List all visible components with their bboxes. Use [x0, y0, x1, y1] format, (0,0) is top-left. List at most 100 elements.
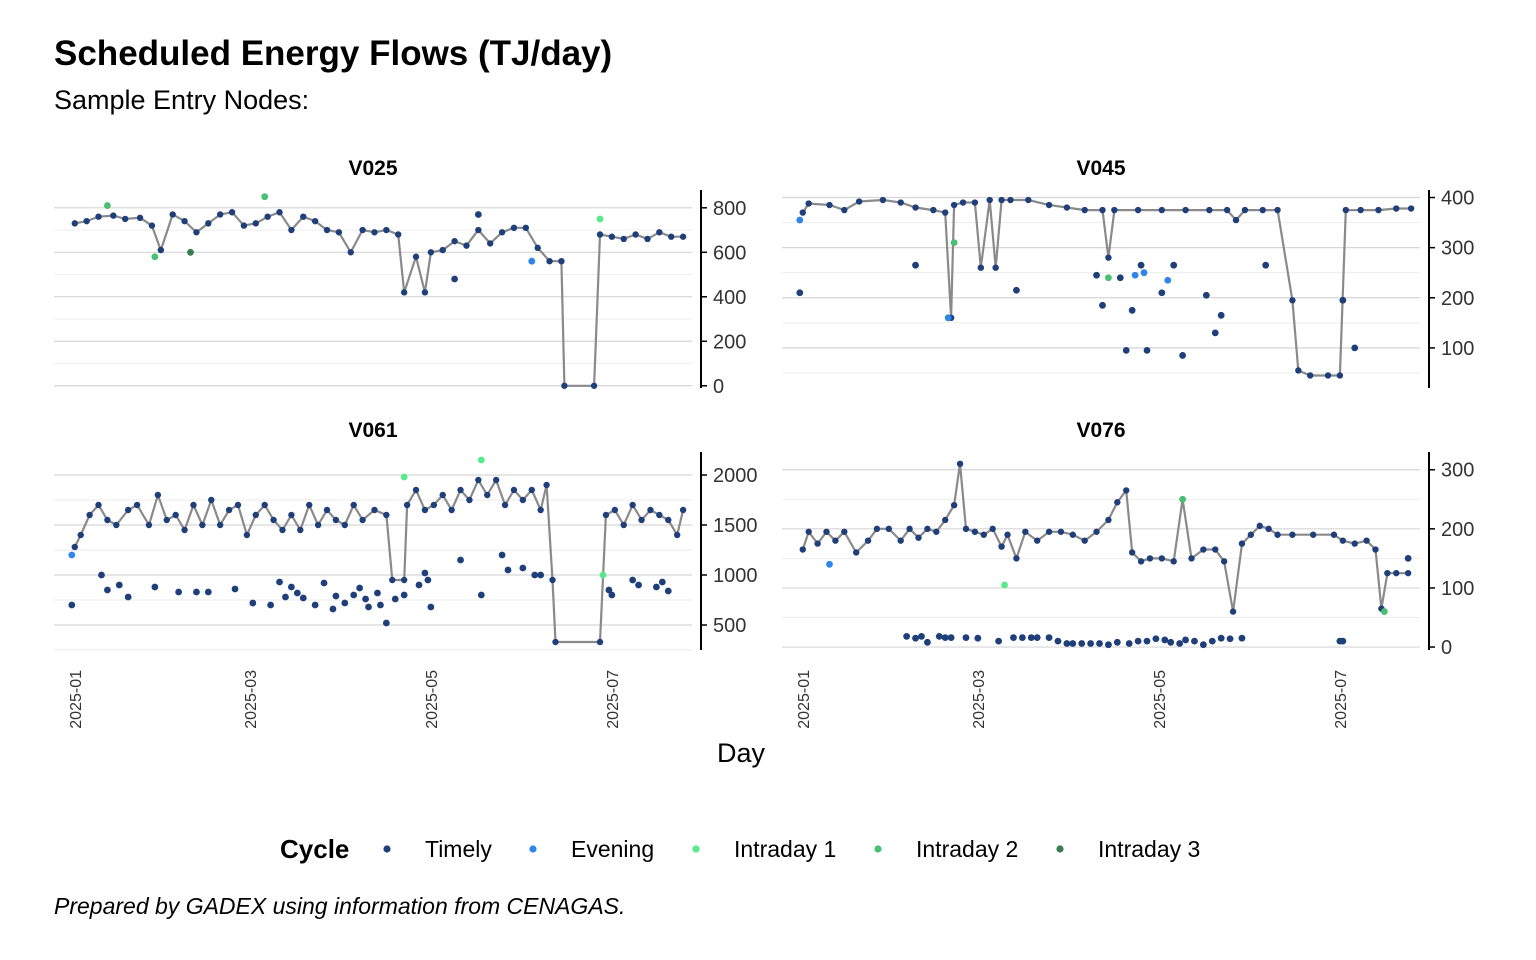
- x-tick-label: 2025-01: [68, 670, 85, 729]
- data-point: [377, 601, 384, 609]
- data-point: [400, 473, 408, 481]
- data-point: [466, 496, 473, 504]
- data-point: [1137, 261, 1145, 269]
- y-tick-label: 200: [1441, 288, 1474, 310]
- data-point: [501, 501, 509, 509]
- y-tick-label: 400: [713, 287, 746, 309]
- data-point: [947, 634, 955, 641]
- data-point: [267, 601, 275, 609]
- data-point: [477, 456, 485, 464]
- data-point: [86, 511, 93, 519]
- data-point: [463, 242, 470, 249]
- data-point: [415, 581, 423, 589]
- data-point: [629, 501, 636, 509]
- data-point: [537, 506, 544, 514]
- data-point: [1131, 271, 1139, 279]
- data-point: [287, 583, 295, 591]
- data-point: [1096, 640, 1103, 647]
- data-point: [885, 525, 893, 533]
- data-point: [190, 501, 197, 509]
- data-point: [329, 605, 337, 613]
- data-point: [1226, 635, 1234, 643]
- data-point: [522, 224, 530, 232]
- y-tick-label: 0: [713, 376, 724, 398]
- data-point: [492, 476, 500, 484]
- data-point: [950, 501, 958, 509]
- data-point: [252, 220, 259, 227]
- data-point: [1309, 531, 1317, 538]
- data-point: [1099, 206, 1106, 214]
- data-point: [652, 583, 660, 591]
- data-point: [172, 511, 179, 519]
- data-point: [350, 591, 358, 599]
- data-point: [1140, 269, 1148, 277]
- data-point: [288, 511, 295, 519]
- data-point: [124, 593, 132, 601]
- data-point: [1146, 555, 1154, 562]
- x-tick-label: 2025-03: [243, 670, 260, 729]
- data-point: [1125, 640, 1133, 647]
- data-point: [371, 506, 378, 514]
- data-point: [1404, 554, 1412, 562]
- data-point: [332, 516, 340, 524]
- data-point: [537, 571, 545, 579]
- data-point: [1265, 525, 1272, 533]
- data-point: [1128, 549, 1136, 556]
- data-point: [276, 209, 283, 216]
- data-point: [412, 253, 420, 260]
- chart-subtitle: Sample Entry Nodes:: [54, 85, 310, 115]
- data-point: [498, 229, 506, 236]
- data-point: [590, 382, 598, 389]
- data-point: [561, 382, 568, 389]
- data-point: [1034, 537, 1041, 544]
- data-point: [605, 586, 613, 594]
- data-point: [400, 289, 408, 296]
- data-point: [1259, 206, 1266, 214]
- data-point: [193, 229, 200, 236]
- panel-title: V076: [1076, 419, 1125, 442]
- data-point: [1324, 372, 1332, 379]
- data-point: [122, 215, 129, 223]
- data-point: [439, 246, 446, 254]
- data-point: [293, 589, 301, 597]
- panel-title: V025: [348, 157, 397, 180]
- data-point: [608, 591, 616, 599]
- data-point: [400, 576, 408, 584]
- data-point: [1211, 329, 1219, 337]
- data-point: [823, 528, 830, 535]
- data-point: [249, 599, 257, 607]
- data-point: [448, 506, 455, 514]
- data-point: [383, 511, 390, 519]
- data-point: [805, 528, 812, 535]
- data-point: [421, 506, 429, 514]
- data-point: [1212, 546, 1219, 553]
- data-point: [98, 571, 105, 579]
- data-point: [1380, 608, 1388, 615]
- data-point: [656, 511, 663, 519]
- data-point: [332, 592, 340, 600]
- data-point: [270, 516, 277, 524]
- data-point: [193, 588, 200, 596]
- data-point: [980, 531, 987, 538]
- data-point: [971, 199, 979, 206]
- data-point: [599, 571, 607, 579]
- data-point: [347, 249, 354, 256]
- data-point: [1404, 569, 1412, 577]
- data-point: [1128, 306, 1136, 314]
- data-point: [1045, 528, 1053, 535]
- data-point: [1111, 206, 1118, 214]
- data-point: [154, 491, 162, 499]
- legend-title: Cycle: [280, 834, 349, 864]
- data-point: [1274, 206, 1281, 214]
- data-point: [620, 235, 627, 243]
- panel-v045: V045 100 200 300 400: [782, 157, 1474, 388]
- data-point: [1274, 531, 1281, 538]
- data-point: [1105, 254, 1112, 261]
- data-point: [1200, 546, 1207, 553]
- data-point: [799, 209, 806, 216]
- data-point: [136, 214, 144, 222]
- data-point: [933, 528, 940, 535]
- data-point: [534, 244, 541, 252]
- data-point: [424, 576, 432, 584]
- data-point: [77, 531, 84, 539]
